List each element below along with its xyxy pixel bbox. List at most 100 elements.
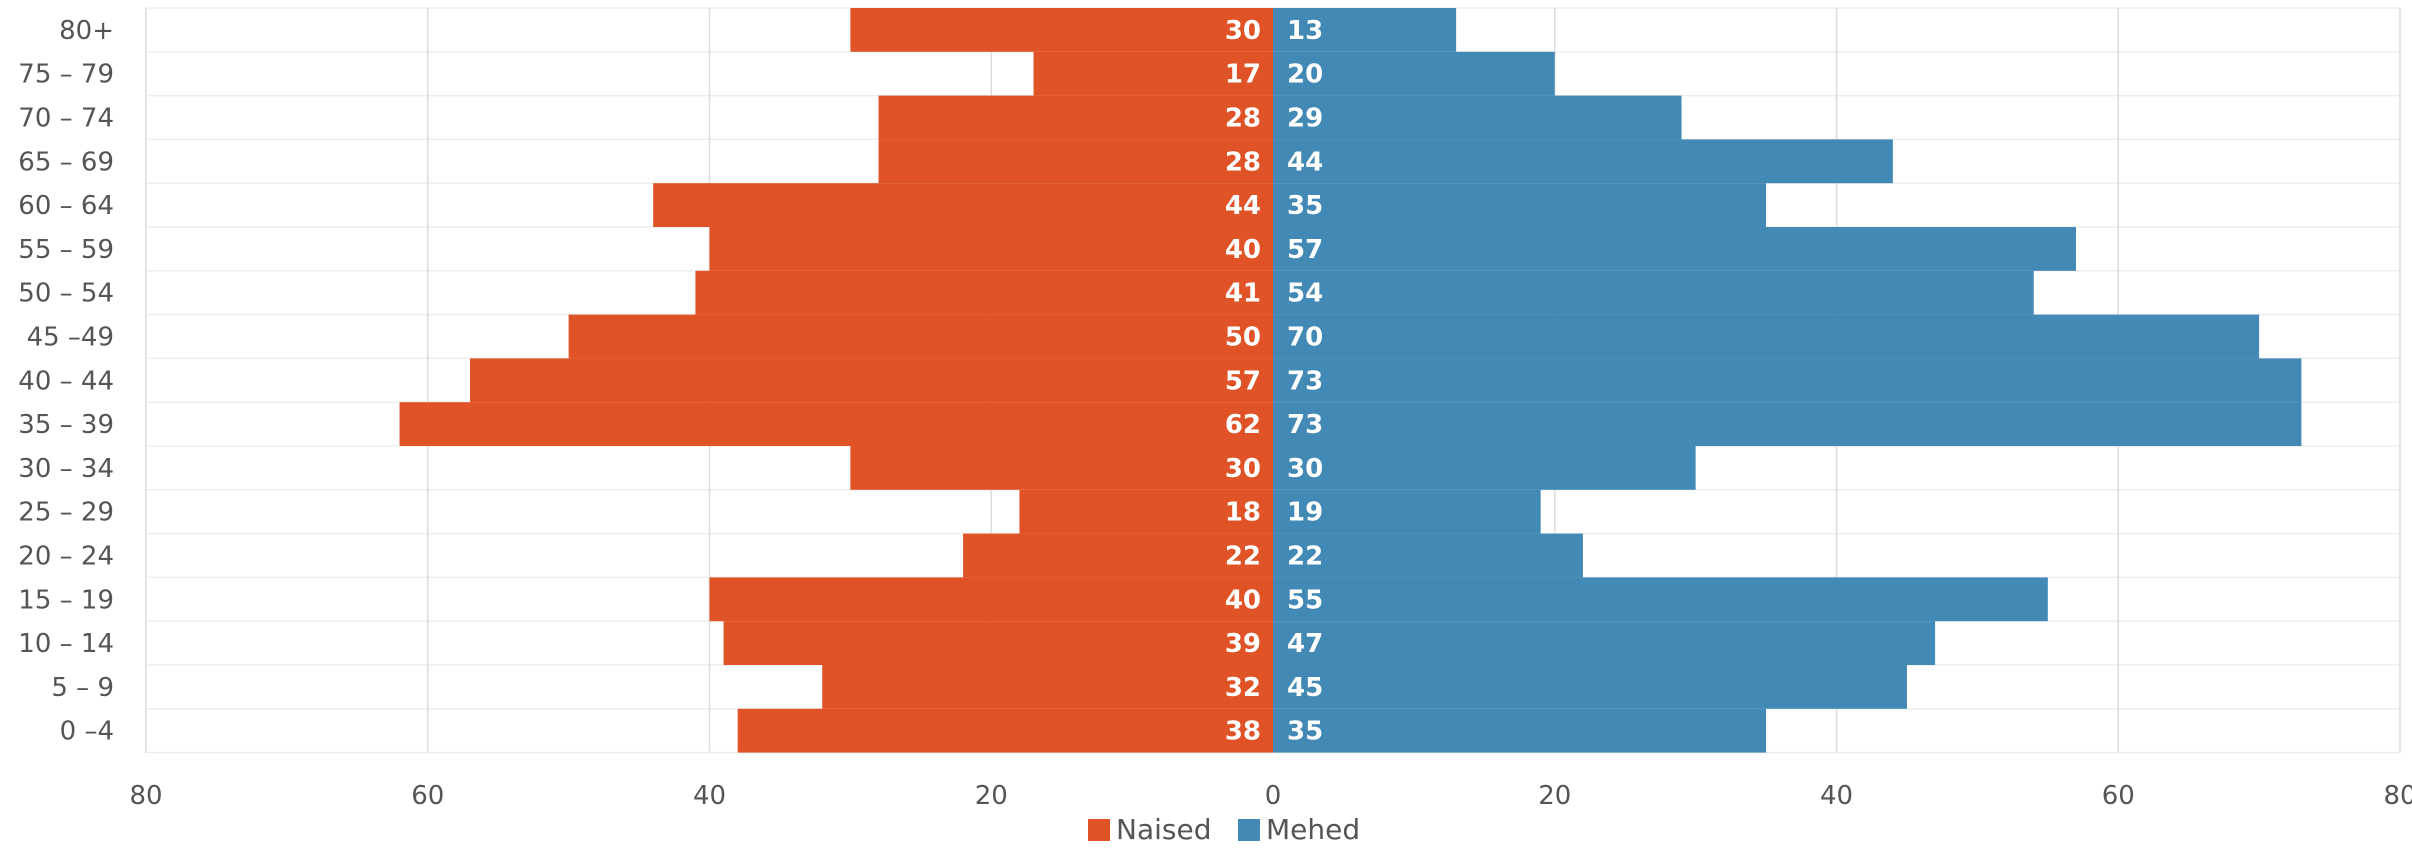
bar-mehed [1273,139,1893,184]
data-label-mehed: 70 [1287,323,1323,353]
data-label-naised: 44 [1225,191,1261,221]
bar-naised [878,139,1273,184]
bar-naised [850,8,1273,52]
data-label-naised: 39 [1225,629,1261,659]
bar-mehed [1273,708,1767,753]
category-label: 25 – 29 [18,498,114,528]
x-tick-label: 80 [2383,781,2412,811]
data-label-mehed: 30 [1287,454,1323,484]
bar-naised [709,227,1273,271]
category-label: 35 – 39 [18,410,114,440]
data-label-naised: 41 [1225,279,1261,309]
x-tick-label: 0 [1265,781,1282,811]
category-label: 0 –4 [60,717,114,747]
data-label-mehed: 22 [1287,542,1323,572]
bar-naised [822,665,1273,709]
bar-mehed [1273,183,1767,227]
category-label: 5 – 9 [51,673,114,703]
bar-mehed [1273,270,2034,315]
category-label: 65 – 69 [18,147,114,177]
bar-naised [737,708,1273,753]
x-tick-label: 20 [975,781,1008,811]
data-label-mehed: 45 [1287,673,1323,703]
data-label-naised: 38 [1225,717,1261,747]
x-tick-label: 80 [129,781,162,811]
bar-mehed [1273,51,1555,96]
legend-swatch-mehed [1238,819,1260,841]
bar-naised [878,95,1273,140]
data-label-mehed: 55 [1287,585,1323,615]
data-label-mehed: 29 [1287,104,1323,134]
data-label-naised: 57 [1225,366,1261,396]
x-axis-ticks: 80 60 40 20 0 20 40 60 80 [129,781,2412,811]
data-label-naised: 32 [1225,673,1261,703]
data-label-mehed: 54 [1287,279,1323,309]
data-label-mehed: 35 [1287,717,1323,747]
bar-mehed [1273,446,1696,490]
bar-mehed [1273,577,2048,622]
category-label: 30 – 34 [18,454,114,484]
x-tick-label: 20 [1538,781,1571,811]
data-label-naised: 18 [1225,498,1261,528]
data-label-naised: 40 [1225,235,1261,265]
bars [399,8,2302,753]
category-label: 15 – 19 [18,585,114,615]
data-label-mehed: 73 [1287,410,1323,440]
category-label: 60 – 64 [18,191,114,221]
bar-mehed [1273,621,1936,665]
bar-mehed [1273,402,2302,446]
data-label-naised: 30 [1225,454,1261,484]
category-label: 80+ [59,16,114,46]
bar-mehed [1273,665,1907,709]
data-label-naised: 28 [1225,147,1261,177]
bar-naised [470,358,1273,403]
category-label: 10 – 14 [18,629,114,659]
bar-mehed [1273,358,2302,403]
category-label: 50 – 54 [18,279,114,309]
data-label-mehed: 20 [1287,60,1323,90]
legend: Naised Mehed [1088,813,1360,846]
bar-naised [709,577,1273,622]
data-label-mehed: 44 [1287,147,1323,177]
x-tick-label: 40 [1820,781,1853,811]
category-label: 75 – 79 [18,60,114,90]
value-labels: 30 13 17 20 28 29 28 44 44 35 40 57 41 54 50 70 57 73 62 73… [1225,16,1323,747]
category-label: 70 – 74 [18,104,114,134]
bar-mehed [1273,8,1457,52]
data-label-naised: 40 [1225,585,1261,615]
bar-naised [1019,489,1273,534]
data-label-mehed: 13 [1287,16,1323,46]
data-label-mehed: 57 [1287,235,1323,265]
x-tick-label: 60 [411,781,444,811]
bar-naised [695,270,1273,315]
bar-mehed [1273,489,1541,534]
bar-naised [723,621,1273,665]
data-label-naised: 30 [1225,16,1261,46]
legend-label-mehed: Mehed [1266,813,1360,846]
legend-label-naised: Naised [1116,813,1211,846]
category-labels: 80+ 75 – 79 70 – 74 65 – 69 60 – 64 55 – 59 50… [18,16,114,747]
data-label-mehed: 35 [1287,191,1323,221]
data-label-mehed: 19 [1287,498,1323,528]
data-label-naised: 22 [1225,542,1261,572]
data-label-naised: 17 [1225,60,1261,90]
data-label-naised: 62 [1225,410,1261,440]
legend-swatch-naised [1088,819,1110,841]
bar-naised [399,402,1273,446]
bar-naised [850,446,1273,490]
bar-naised [963,533,1273,578]
bar-naised [653,183,1273,227]
bar-mehed [1273,314,2260,359]
data-label-naised: 50 [1225,323,1261,353]
category-label: 45 –49 [27,323,114,353]
category-label: 20 – 24 [18,542,114,572]
bar-naised [568,314,1273,359]
bar-mehed [1273,95,1682,140]
x-tick-label: 60 [2102,781,2135,811]
bar-mehed [1273,533,1583,578]
category-label: 40 – 44 [18,366,114,396]
data-label-naised: 28 [1225,104,1261,134]
data-label-mehed: 73 [1287,366,1323,396]
data-label-mehed: 47 [1287,629,1323,659]
